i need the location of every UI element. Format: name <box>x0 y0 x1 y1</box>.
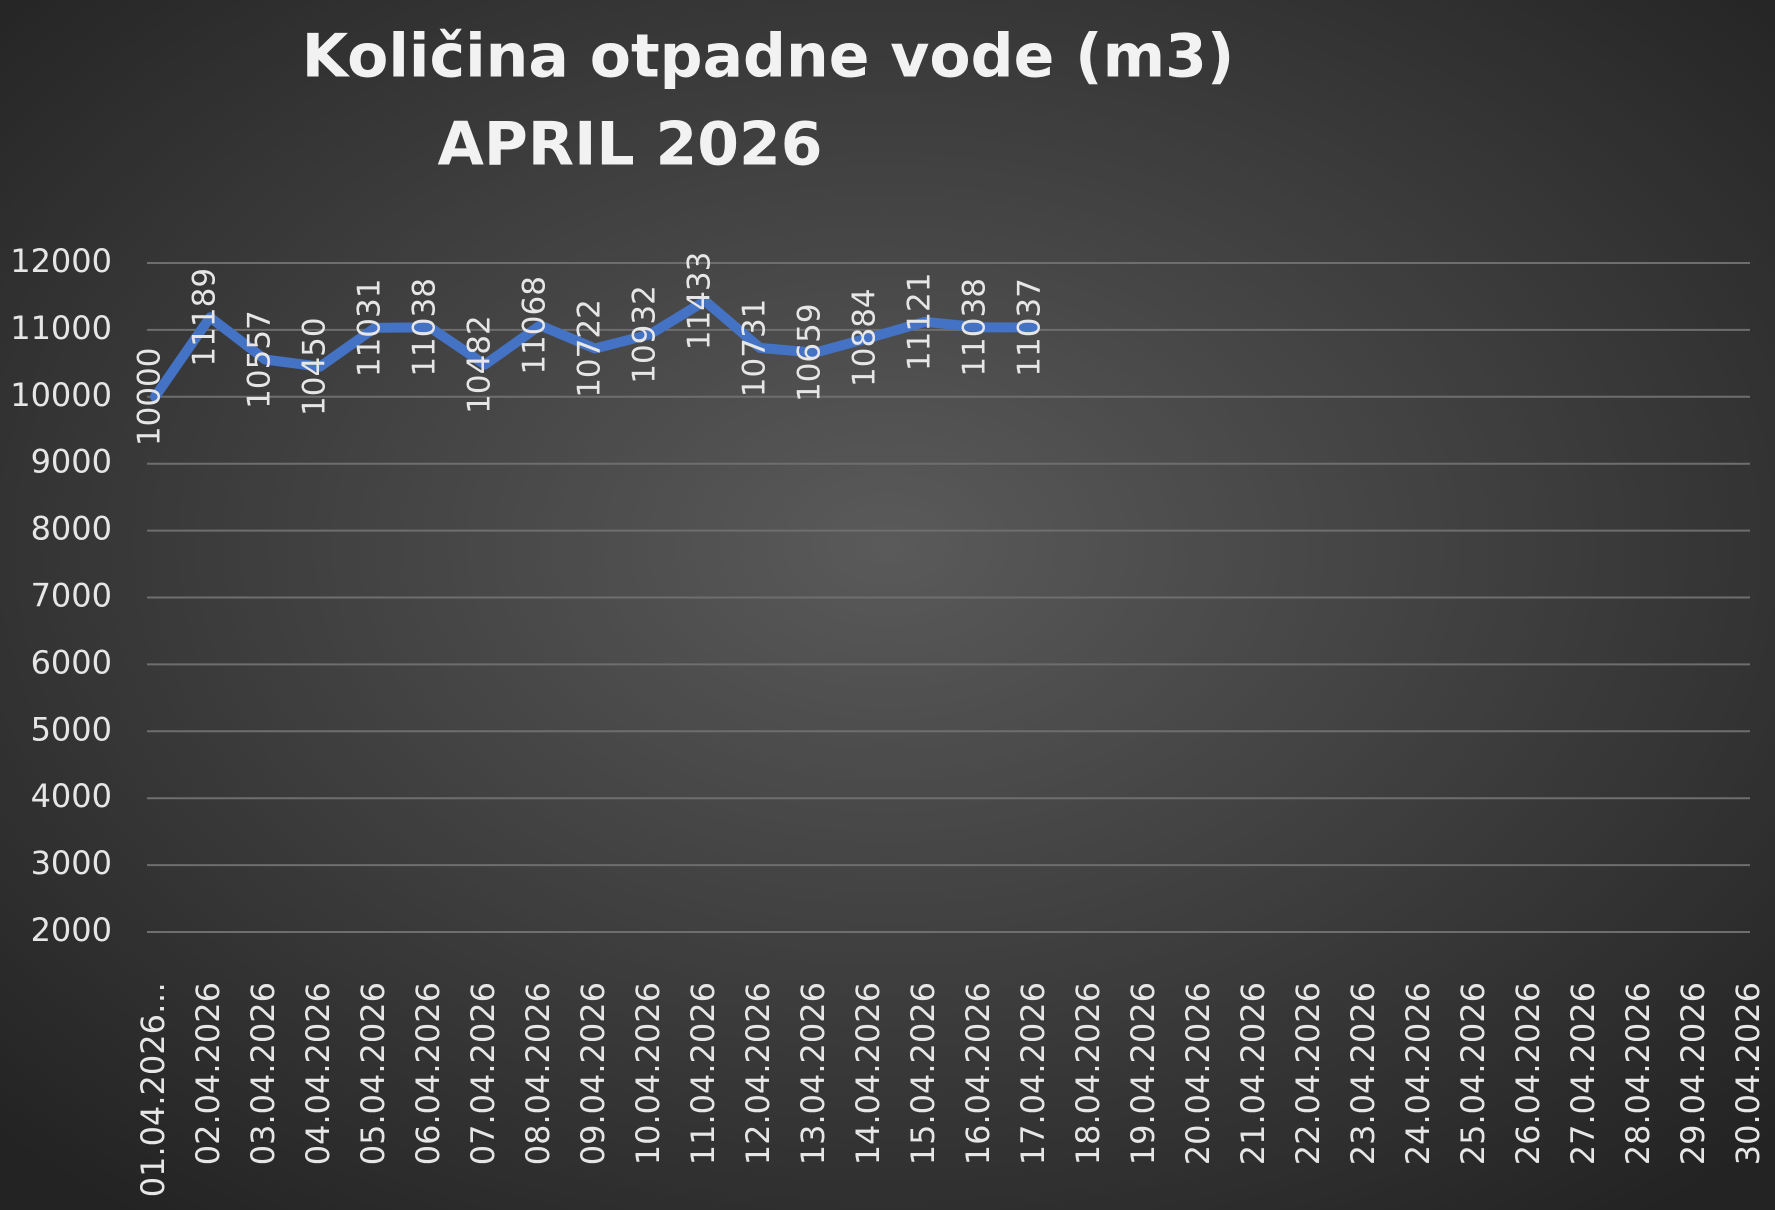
y-tick-label: 12000 <box>10 242 112 280</box>
data-label: 10731 <box>737 299 773 398</box>
x-tick-label: 17.04.2026 <box>1014 982 1052 1165</box>
data-label: 11121 <box>902 272 938 371</box>
y-tick-label: 6000 <box>31 643 112 681</box>
x-tick-label: 21.04.2026 <box>1234 982 1272 1165</box>
data-label: 10482 <box>462 315 498 414</box>
x-tick-label: 30.04.2026 <box>1729 982 1767 1165</box>
y-tick-label: 7000 <box>31 577 112 615</box>
data-label: 11038 <box>407 278 443 377</box>
data-label: 10722 <box>572 299 608 398</box>
x-tick-label: 05.04.2026 <box>354 982 392 1165</box>
y-tick-label: 5000 <box>31 710 112 748</box>
chart-subtitle: APRIL 2026 <box>437 110 822 180</box>
chart-title: Količina otpadne vode (m3) <box>302 22 1235 92</box>
x-tick-label: 18.04.2026 <box>1069 982 1107 1165</box>
data-label: 10450 <box>297 317 333 416</box>
x-tick-label: 24.04.2026 <box>1399 982 1437 1165</box>
x-tick-label: 01.04.2026… <box>134 982 172 1197</box>
data-label: 11068 <box>517 276 553 375</box>
x-tick-label: 08.04.2026 <box>519 982 557 1165</box>
x-tick-label: 04.04.2026 <box>299 982 337 1165</box>
y-tick-label: 8000 <box>31 510 112 548</box>
x-tick-label: 16.04.2026 <box>959 982 997 1165</box>
y-tick-label: 10000 <box>10 376 112 414</box>
x-tick-label: 19.04.2026 <box>1124 982 1162 1165</box>
x-tick-label: 14.04.2026 <box>849 982 887 1165</box>
x-tick-label: 11.04.2026 <box>684 982 722 1165</box>
x-tick-label: 03.04.2026 <box>244 982 282 1165</box>
y-tick-label: 3000 <box>31 844 112 882</box>
x-tick-label: 26.04.2026 <box>1509 982 1547 1165</box>
x-tick-label: 22.04.2026 <box>1289 982 1327 1165</box>
data-label: 11038 <box>957 278 993 377</box>
x-tick-label: 07.04.2026 <box>464 982 502 1165</box>
data-label: 10000 <box>132 347 168 446</box>
x-tick-label: 12.04.2026 <box>739 982 777 1165</box>
x-tick-label: 06.04.2026 <box>409 982 447 1165</box>
data-label: 10932 <box>627 285 663 384</box>
x-tick-label: 10.04.2026 <box>629 982 667 1165</box>
x-tick-label: 25.04.2026 <box>1454 982 1492 1165</box>
x-tick-label: 09.04.2026 <box>574 982 612 1165</box>
y-tick-label: 9000 <box>31 443 112 481</box>
x-tick-label: 13.04.2026 <box>794 982 832 1165</box>
y-tick-label: 11000 <box>10 309 112 347</box>
data-label: 10884 <box>847 288 883 387</box>
x-tick-label: 15.04.2026 <box>904 982 942 1165</box>
x-tick-label: 27.04.2026 <box>1564 982 1602 1165</box>
y-tick-label: 4000 <box>31 777 112 815</box>
data-label: 10659 <box>792 303 828 402</box>
data-label: 11031 <box>352 279 388 378</box>
data-label: 10557 <box>242 310 278 409</box>
data-label: 11189 <box>187 268 223 367</box>
x-tick-label: 02.04.2026 <box>189 982 227 1165</box>
x-tick-label: 29.04.2026 <box>1674 982 1712 1165</box>
x-tick-label: 28.04.2026 <box>1619 982 1657 1165</box>
data-line <box>150 295 1040 402</box>
x-tick-label: 20.04.2026 <box>1179 982 1217 1165</box>
data-label: 11433 <box>682 252 718 351</box>
x-tick-label: 23.04.2026 <box>1344 982 1382 1165</box>
data-label: 11037 <box>1012 278 1048 377</box>
y-tick-label: 2000 <box>31 911 112 949</box>
